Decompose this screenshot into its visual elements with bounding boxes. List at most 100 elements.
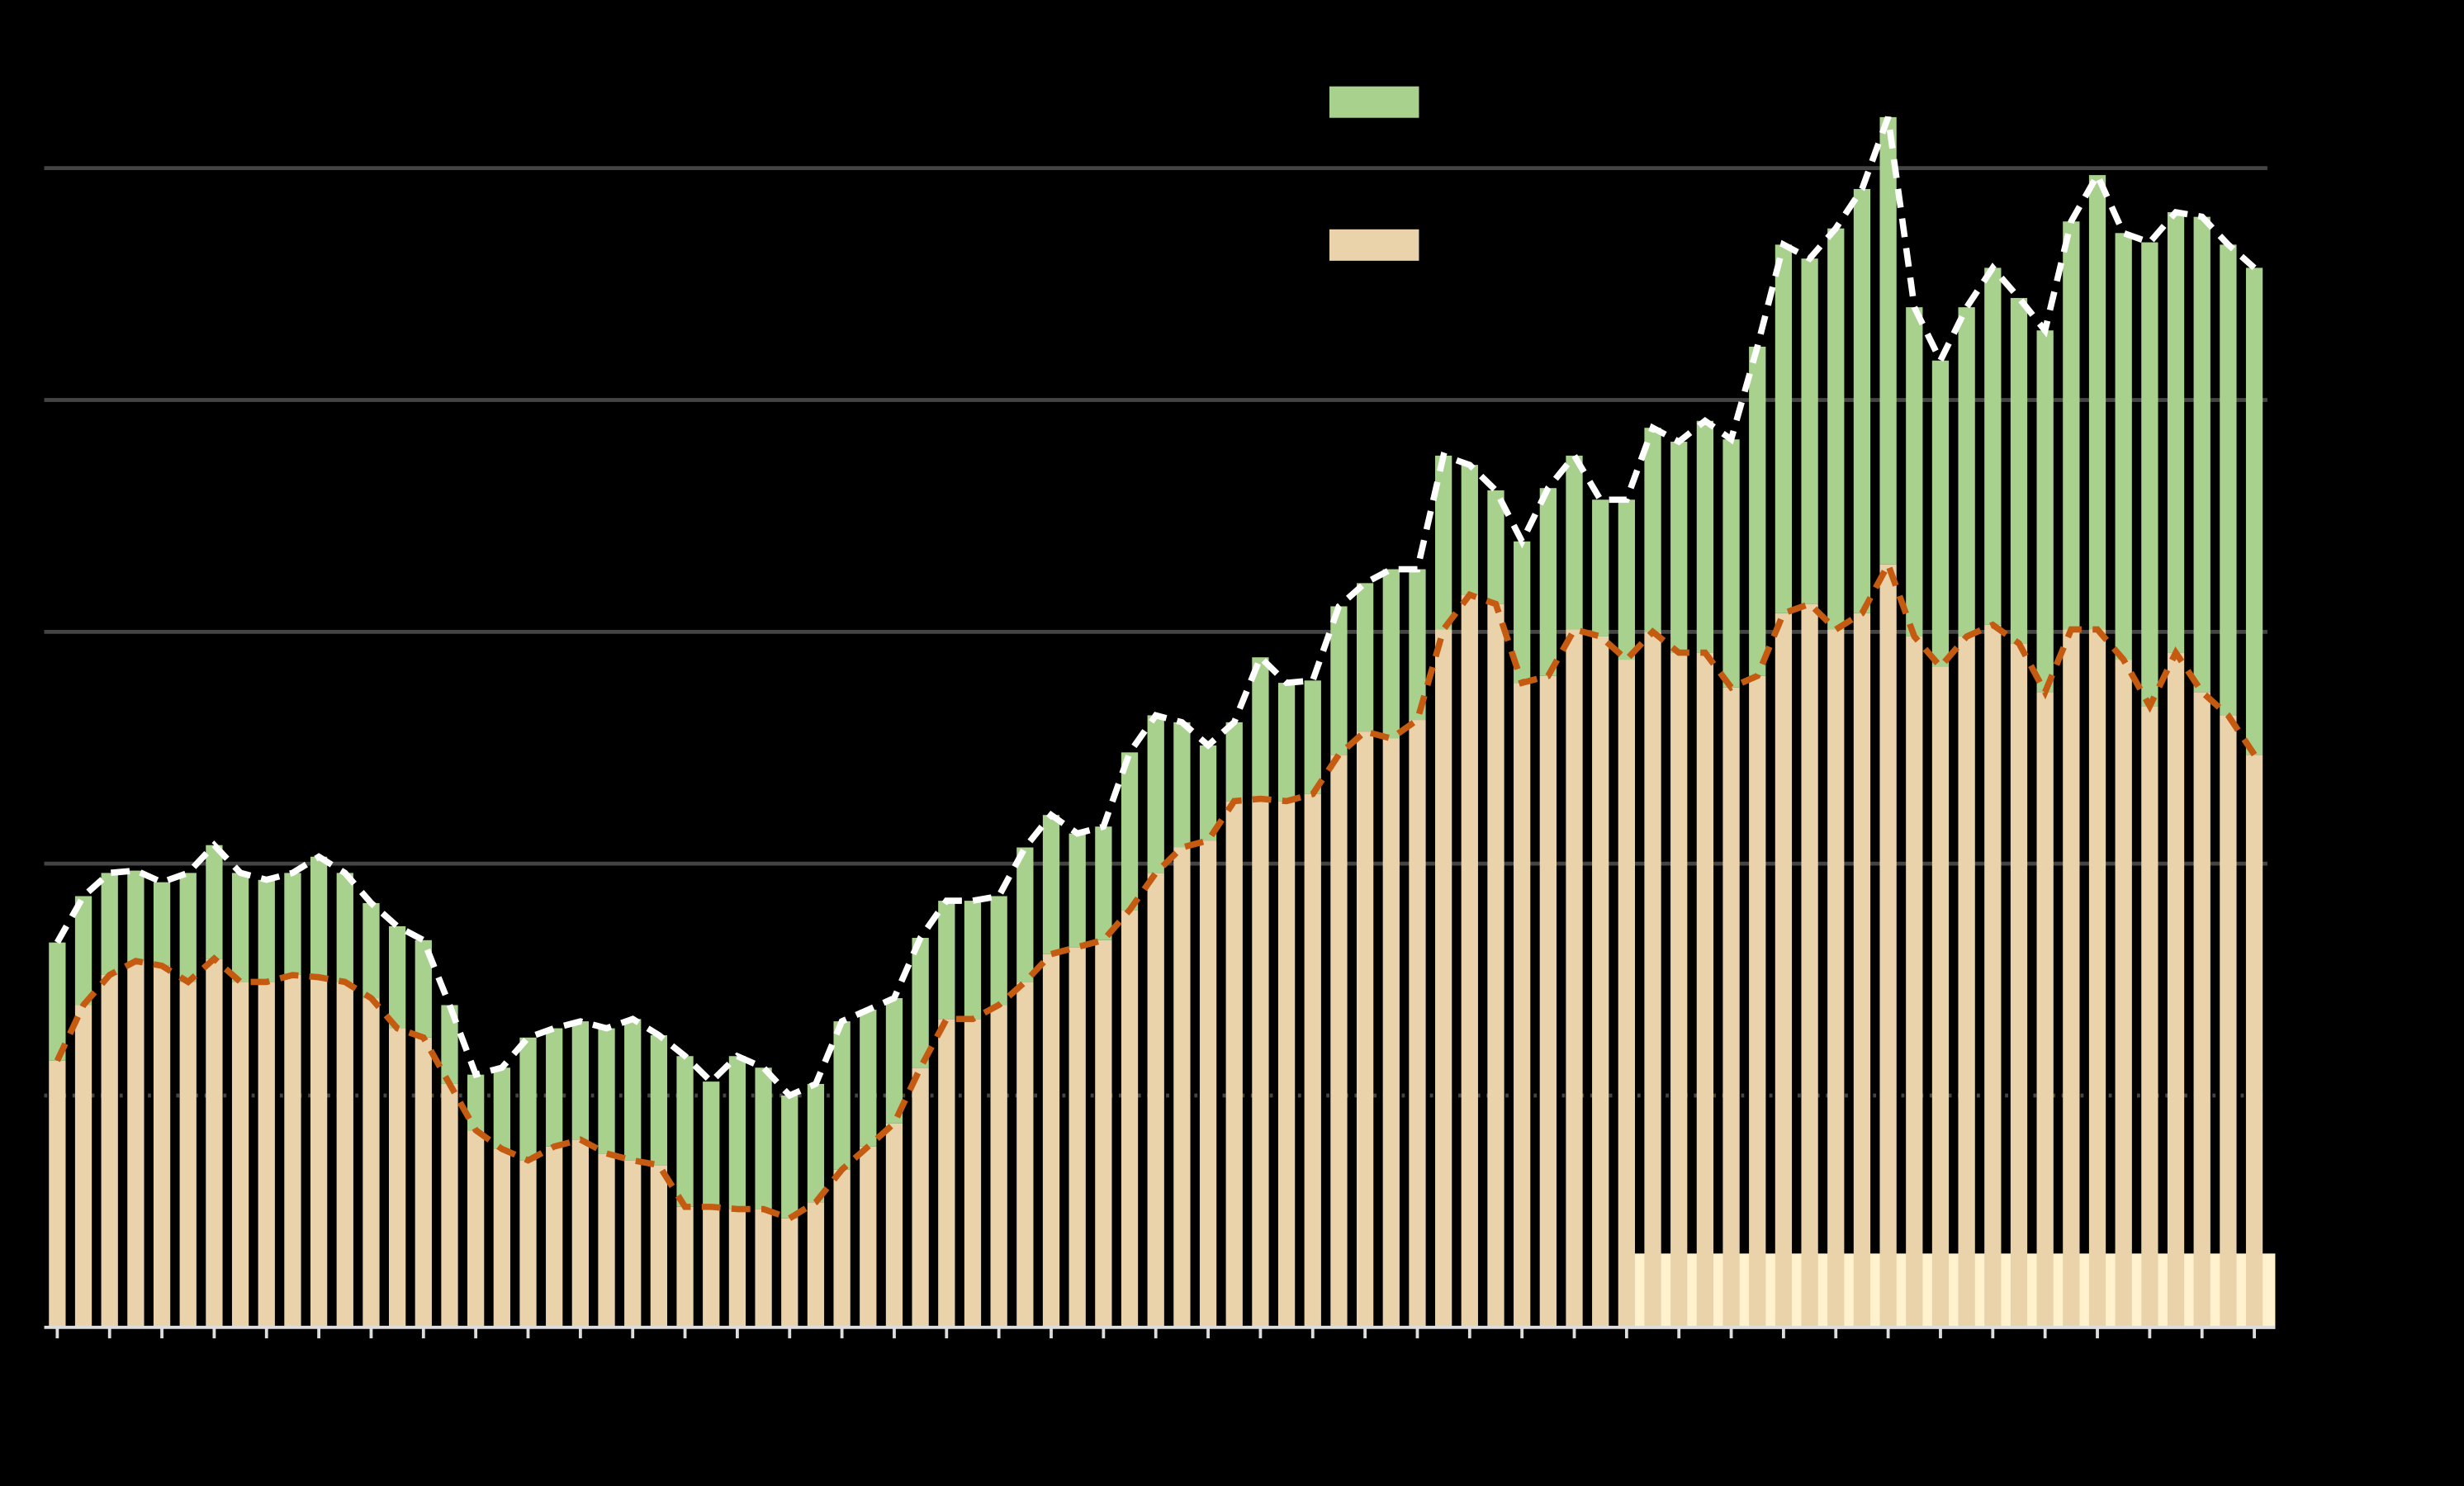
bar (1749, 346, 1766, 676)
bar (650, 1165, 668, 1327)
bar (938, 1019, 955, 1327)
y-tick-label: 4 (22, 386, 35, 411)
bar (2141, 706, 2158, 1327)
y-tick-label: 0 (22, 1313, 35, 1338)
bar (1958, 307, 1975, 637)
bar (703, 1206, 720, 1327)
legend-swatch (1329, 86, 1419, 118)
bar (1592, 499, 1609, 637)
bar (885, 998, 903, 1124)
bar (389, 925, 406, 1029)
bar (231, 873, 249, 982)
bar (1670, 652, 1688, 1327)
bar (1514, 541, 1531, 684)
bar (1487, 490, 1504, 604)
bar (258, 879, 275, 982)
bar (2010, 297, 2028, 644)
bar (2036, 330, 2054, 693)
bar (1775, 613, 1793, 1327)
bar (860, 1010, 877, 1147)
bar (598, 1028, 615, 1154)
bar (1330, 755, 1348, 1327)
bar (1906, 307, 1923, 637)
bar (546, 1028, 563, 1147)
bar (1382, 738, 1400, 1327)
bar (1487, 603, 1504, 1327)
bar (362, 902, 380, 999)
bar (807, 1083, 825, 1203)
bar (1356, 583, 1374, 732)
bar (1095, 939, 1112, 1327)
y-tick-label: 5 (22, 154, 35, 179)
bar (781, 1095, 798, 1219)
bar (1173, 722, 1191, 848)
series-line (54, 556, 2258, 1222)
bar (833, 1169, 851, 1327)
bar (1801, 258, 1818, 604)
bar (1931, 360, 1950, 667)
total-line (54, 116, 2257, 1100)
bar (101, 974, 118, 1327)
bar (49, 1060, 66, 1327)
bar (467, 1130, 485, 1327)
bar (1095, 826, 1112, 940)
bar (284, 873, 301, 975)
bar (2220, 244, 2237, 716)
bar (2245, 267, 2263, 755)
bar (781, 1218, 798, 1327)
bar (1931, 666, 1950, 1327)
bar (833, 1021, 851, 1170)
legend-swatch (1329, 229, 1419, 261)
bar (650, 1034, 668, 1166)
bar (571, 1021, 589, 1140)
bar (1749, 675, 1766, 1327)
bar (284, 974, 301, 1327)
bar (101, 873, 118, 975)
bar (755, 1067, 772, 1209)
bar (1409, 720, 1426, 1327)
bar (1827, 228, 1845, 630)
bar (571, 1139, 589, 1327)
bar (1801, 603, 1818, 1327)
bar (1225, 722, 1243, 802)
bar (1853, 188, 1871, 613)
bar (1409, 569, 1426, 721)
bar (2088, 629, 2106, 1327)
bar (310, 977, 328, 1327)
bar (127, 870, 145, 962)
bar (1121, 752, 1139, 911)
bar (1199, 745, 1217, 841)
bar (1566, 455, 1583, 630)
bar (1225, 801, 1243, 1327)
bar (389, 1028, 406, 1327)
bar (1277, 801, 1296, 1327)
bar (362, 998, 380, 1327)
bar (755, 1209, 772, 1327)
bar (1618, 499, 1636, 660)
bar (2115, 233, 2132, 660)
bar (1539, 488, 1557, 676)
bar (964, 901, 982, 1020)
bar (2167, 652, 2185, 1327)
bar (2063, 629, 2080, 1327)
bar (1199, 840, 1217, 1327)
bar (1696, 420, 1714, 653)
bar (1016, 982, 1034, 1327)
bar (1304, 680, 1321, 794)
bar (493, 1067, 510, 1149)
bar (1592, 636, 1609, 1327)
bar (1853, 613, 1871, 1327)
bar (676, 1206, 694, 1327)
bar (493, 1148, 510, 1327)
bar (1906, 636, 1923, 1327)
bar (1069, 833, 1086, 948)
bar (1330, 606, 1348, 755)
bar (519, 1037, 537, 1161)
bar (179, 982, 197, 1327)
bar (1173, 847, 1191, 1327)
bar (441, 1005, 458, 1084)
bar (624, 1160, 642, 1327)
bar (1514, 683, 1531, 1327)
bar (1147, 873, 1164, 1327)
